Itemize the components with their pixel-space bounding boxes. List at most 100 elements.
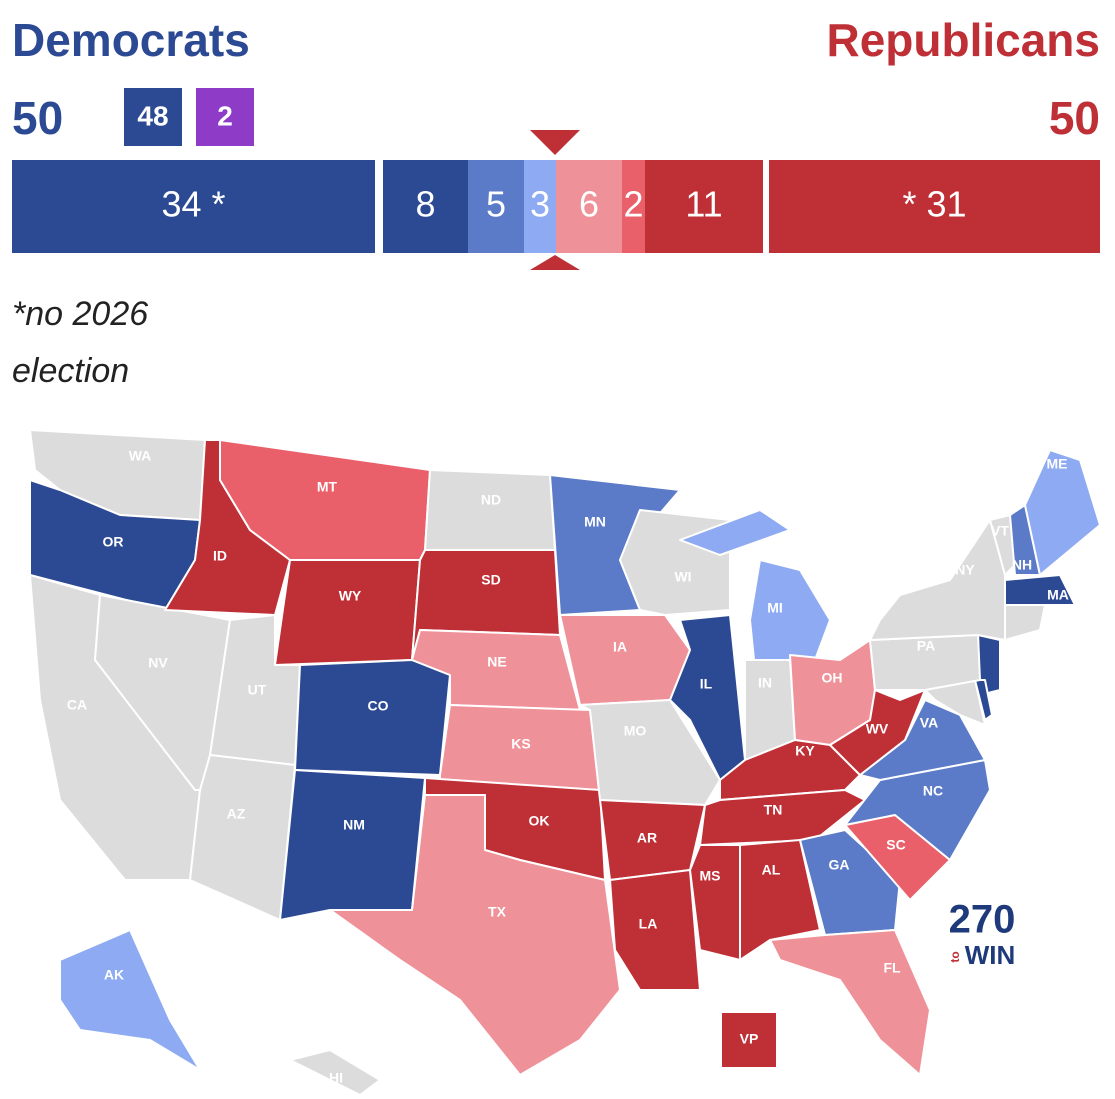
state-label: MT: [317, 479, 338, 495]
state: [609, 869, 701, 991]
state-label: IN: [758, 675, 772, 691]
map: WA OR CA NV ID MT WY UT AZ CO NM ND SD NE KS OK TX MN IA MO…: [29, 429, 1101, 1096]
vp-box: [722, 1013, 776, 1067]
bar-label: 2: [623, 184, 643, 225]
state-label: AL: [762, 862, 781, 878]
state-label: HI: [329, 1070, 343, 1086]
note: election: [12, 352, 129, 390]
state-label: CA: [67, 697, 87, 713]
state: [189, 754, 296, 921]
bar-segment: [12, 160, 375, 253]
bar-label: * 31: [902, 184, 966, 225]
state: [274, 559, 421, 666]
state-label: KY: [795, 743, 815, 759]
state-label: LA: [639, 916, 658, 932]
bar-segment: [468, 160, 524, 253]
state-label: UT: [248, 682, 267, 698]
state: [974, 679, 993, 721]
state-label: NM: [343, 817, 365, 833]
state-label: TX: [488, 904, 507, 920]
bar-segment: [556, 160, 622, 253]
state: [1004, 574, 1076, 606]
state: [739, 839, 821, 961]
logo: WIN: [965, 940, 1016, 970]
left-total: 50: [12, 92, 63, 144]
state: [59, 929, 201, 1071]
state-label: NE: [487, 654, 506, 670]
logo: to: [948, 951, 962, 962]
state: [619, 509, 731, 616]
state-label: ID: [213, 548, 227, 564]
state: [1004, 604, 1046, 641]
midpoint-marker: [530, 255, 580, 270]
state-label: MA: [1047, 587, 1069, 603]
state-label: OH: [822, 670, 843, 686]
state-label: CO: [368, 698, 389, 714]
state: [424, 469, 556, 551]
state: [799, 829, 901, 936]
state-label: OR: [103, 534, 124, 550]
bar-segment: [769, 160, 1100, 253]
state-label: SD: [481, 572, 500, 588]
state: [679, 509, 791, 556]
state-label: VA: [920, 715, 938, 731]
state-label: TN: [764, 802, 783, 818]
note: *no 2026: [12, 295, 148, 333]
state-label: NY: [955, 562, 975, 578]
state: [669, 614, 746, 781]
badge-text: 48: [137, 100, 168, 131]
state-label: NH: [1012, 557, 1032, 573]
bar-segment: [645, 160, 763, 253]
badge: [124, 88, 182, 146]
state: [829, 689, 926, 776]
state-label: MN: [584, 514, 606, 530]
badge: [196, 88, 254, 146]
state-label: ME: [1047, 456, 1068, 472]
state: [749, 559, 831, 671]
midpoint-marker: [530, 130, 580, 155]
logo: 270: [949, 898, 1016, 942]
bar-label: 5: [486, 184, 506, 225]
state-label: WI: [674, 569, 691, 585]
seat-bar: 34 * 8 5 3 6 2 11 * 31: [12, 160, 1100, 253]
state: [279, 769, 426, 921]
state-label: KS: [511, 736, 530, 752]
state-label: MI: [767, 600, 783, 616]
state: [559, 614, 691, 706]
state-label: IL: [700, 676, 713, 692]
state-label: AK: [104, 967, 124, 983]
state-label: PA: [917, 638, 935, 654]
bar-label: 3: [530, 184, 550, 225]
bar-label: 6: [579, 184, 599, 225]
state: [1024, 449, 1101, 576]
state-label: GA: [829, 857, 850, 873]
state-label: AZ: [227, 806, 246, 822]
state: [289, 1049, 381, 1096]
state-label: WV: [866, 721, 889, 737]
bar-label: 34 *: [161, 184, 225, 225]
state: [294, 659, 451, 776]
right-total: 50: [1049, 92, 1100, 144]
state: [689, 844, 741, 961]
state-label: AR: [637, 830, 657, 846]
vp-label: VP: [740, 1031, 759, 1047]
state-label: SC: [886, 837, 905, 853]
state-label: ND: [481, 492, 501, 508]
state-label: MO: [624, 723, 647, 739]
state-label: VT: [991, 523, 1009, 539]
state: [769, 929, 931, 1076]
bar-label: 11: [685, 184, 722, 225]
state-label: NC: [923, 783, 943, 799]
state: [329, 794, 621, 1076]
bar-label: 8: [415, 184, 435, 225]
state-label: WA: [129, 448, 152, 464]
left-title: Democrats: [12, 14, 250, 66]
state-label: MS: [700, 868, 721, 884]
state: [869, 519, 1006, 641]
state-label: WY: [339, 588, 362, 604]
bar-segment: [383, 160, 468, 253]
state-label: FL: [883, 960, 901, 976]
state-label: OK: [529, 813, 550, 829]
